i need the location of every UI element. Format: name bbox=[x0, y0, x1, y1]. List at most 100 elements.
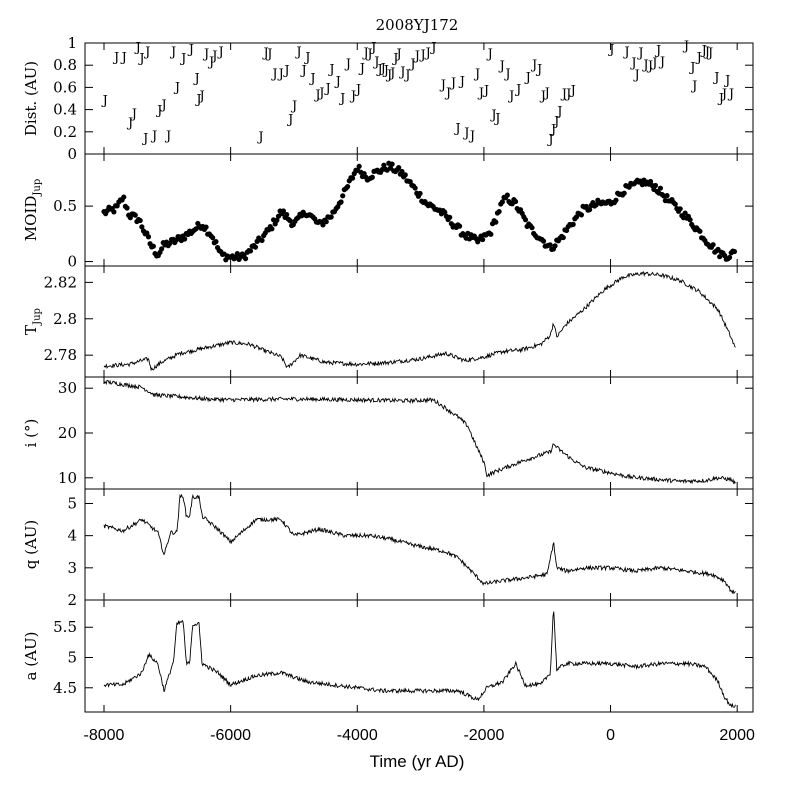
encounter-marker: J bbox=[493, 111, 500, 126]
encounter-marker: J bbox=[217, 45, 224, 60]
moid-point bbox=[139, 224, 145, 230]
encounter-marker: J bbox=[552, 115, 559, 130]
encounter-marker: J bbox=[403, 68, 410, 83]
encounter-marker: J bbox=[539, 89, 546, 104]
encounter-marker: J bbox=[489, 108, 496, 123]
encounter-marker: J bbox=[194, 93, 201, 108]
encounter-marker: J bbox=[369, 40, 376, 55]
encounter-marker: J bbox=[564, 87, 571, 102]
panel-frame bbox=[84, 599, 754, 713]
encounter-marker: J bbox=[338, 91, 345, 106]
encounter-marker: J bbox=[327, 63, 334, 78]
y-axis-label: MOIDJup bbox=[22, 179, 43, 241]
encounter-marker: J bbox=[622, 45, 629, 60]
encounter-marker: J bbox=[372, 55, 379, 70]
encounter-marker: J bbox=[429, 40, 436, 55]
encounter-marker: J bbox=[535, 63, 542, 78]
y-axis-label-subscript: Jup bbox=[32, 308, 43, 326]
moid-point bbox=[493, 219, 499, 225]
encounter-marker: J bbox=[299, 64, 306, 79]
moid-point bbox=[389, 161, 395, 167]
encounter-marker: J bbox=[270, 67, 277, 82]
moid-point bbox=[213, 239, 219, 245]
encounter-marker: J bbox=[543, 86, 550, 101]
moid-point bbox=[563, 227, 570, 234]
moid-point bbox=[657, 185, 664, 191]
moid-point bbox=[504, 192, 510, 198]
encounter-marker: J bbox=[365, 47, 372, 62]
y-tick-label: 0.8 bbox=[53, 56, 77, 74]
encounter-marker: J bbox=[549, 122, 556, 137]
moid-point bbox=[587, 207, 593, 213]
encounter-marker: J bbox=[498, 59, 505, 74]
encounter-marker: J bbox=[712, 70, 719, 85]
moid-point bbox=[145, 234, 152, 240]
y-axis-label: a (AU) bbox=[22, 632, 40, 681]
encounter-marker: J bbox=[385, 68, 392, 83]
moid-point bbox=[547, 242, 553, 248]
encounter-marker: J bbox=[439, 78, 446, 93]
encounter-marker: J bbox=[458, 75, 465, 90]
moid-point bbox=[488, 231, 494, 237]
y-axis-label-subscript: Jup bbox=[32, 179, 43, 197]
encounter-marker: J bbox=[569, 84, 576, 99]
moid-point bbox=[552, 243, 558, 249]
y-tick-label: 1 bbox=[67, 34, 77, 52]
encounter-marker: J bbox=[134, 40, 141, 55]
moid-point bbox=[480, 236, 486, 243]
moid-point bbox=[381, 162, 387, 168]
encounter-marker: J bbox=[503, 67, 510, 82]
encounter-marker: J bbox=[449, 76, 456, 91]
y-tick-label: 20 bbox=[58, 424, 77, 442]
encounter-marker: J bbox=[695, 50, 702, 65]
encounter-marker: J bbox=[256, 130, 263, 145]
encounter-marker: J bbox=[706, 46, 713, 61]
moid-point bbox=[682, 210, 688, 216]
moid-point bbox=[529, 225, 535, 231]
x-tick-label: 2000 bbox=[719, 727, 755, 744]
encounter-marker: J bbox=[137, 51, 144, 66]
y-tick-label: 0 bbox=[67, 145, 77, 163]
moid-point bbox=[621, 190, 627, 196]
encounter-marker: J bbox=[477, 86, 484, 101]
x-tick-label: 0 bbox=[606, 727, 615, 744]
encounter-marker: J bbox=[141, 131, 148, 146]
moid-point bbox=[522, 217, 529, 223]
y-tick-label: 2.8 bbox=[53, 310, 77, 328]
encounter-marker: J bbox=[654, 44, 661, 59]
y-axis-label: TJup bbox=[22, 308, 43, 335]
moid-point bbox=[137, 217, 143, 224]
encounter-marker: J bbox=[160, 98, 167, 113]
moid-point bbox=[150, 243, 156, 249]
encounter-marker: J bbox=[173, 80, 180, 95]
encounter-marker: J bbox=[282, 64, 289, 79]
x-tick-label: -8000 bbox=[84, 727, 125, 744]
encounter-marker: J bbox=[164, 129, 171, 144]
encounter-marker: J bbox=[349, 89, 356, 104]
encounter-marker: J bbox=[690, 79, 697, 94]
moid-point bbox=[578, 212, 585, 218]
y-tick-label: 2 bbox=[67, 591, 77, 609]
encounter-marker: J bbox=[394, 47, 401, 62]
encounter-marker: J bbox=[286, 112, 293, 127]
encounter-marker: J bbox=[650, 56, 657, 71]
encounter-marker: J bbox=[641, 58, 648, 73]
x-tick-label: -2000 bbox=[463, 727, 504, 744]
encounter-marker: J bbox=[198, 89, 205, 104]
encounter-marker: J bbox=[398, 65, 405, 80]
moid-point bbox=[284, 211, 290, 218]
y-tick-label: 10 bbox=[58, 469, 77, 487]
encounter-marker: J bbox=[334, 75, 341, 90]
moid-point bbox=[259, 237, 265, 244]
moid-point bbox=[412, 185, 418, 191]
encounter-marker: J bbox=[143, 45, 150, 60]
moid-point bbox=[369, 174, 375, 180]
moid-point bbox=[269, 226, 275, 232]
chart-title: 2008YJ172 bbox=[376, 16, 459, 34]
encounter-marker: J bbox=[112, 50, 119, 65]
x-tick-label: -6000 bbox=[210, 727, 251, 744]
encounter-marker: J bbox=[424, 46, 431, 61]
moid-point bbox=[456, 223, 463, 229]
encounter-marker: J bbox=[723, 74, 730, 89]
